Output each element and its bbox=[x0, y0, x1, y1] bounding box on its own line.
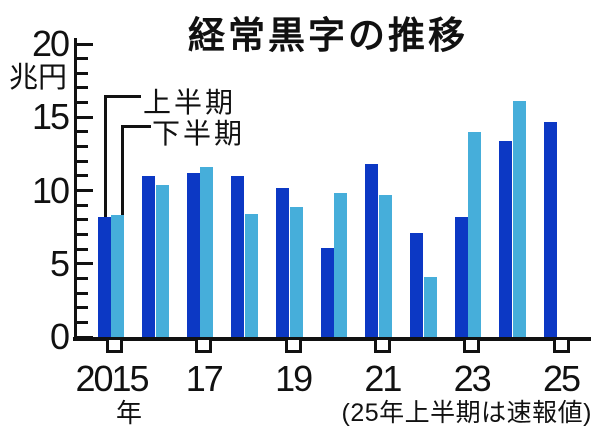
y-axis-unit-label: 兆円 bbox=[8, 62, 67, 94]
y-axis-label-20: 20 bbox=[31, 23, 70, 64]
y-tick-12 bbox=[77, 159, 88, 163]
x-axis-label-2019: 19 bbox=[275, 358, 313, 399]
y-tick-14 bbox=[77, 130, 88, 134]
bar-2019-h2 bbox=[289, 206, 303, 337]
bar-2018-h2 bbox=[244, 213, 258, 337]
y-tick-8 bbox=[77, 218, 88, 222]
x-axis-label-2025: 25 bbox=[542, 358, 581, 399]
legend-first-half-connector-horizontal bbox=[104, 95, 141, 98]
y-tick-20 bbox=[77, 42, 93, 46]
y-tick-0 bbox=[77, 335, 93, 339]
y-axis-label-5: 5 bbox=[49, 242, 70, 284]
y-tick-1 bbox=[77, 320, 88, 324]
x-tick-2021 bbox=[373, 340, 391, 353]
legend-second-half-connector-horizontal bbox=[121, 125, 151, 128]
bar-2021-h1 bbox=[365, 164, 379, 337]
x-axis-year-suffix: 年 bbox=[116, 398, 143, 428]
bar-2022-h1 bbox=[410, 232, 424, 337]
y-axis-label-0: 0 bbox=[49, 316, 70, 357]
y-axis-line bbox=[74, 38, 77, 341]
legend-first-half-label: 上半期 bbox=[143, 87, 237, 118]
x-tick-2019 bbox=[284, 340, 302, 353]
bar-2017-h1 bbox=[186, 172, 200, 337]
bar-2015-h2 bbox=[111, 215, 124, 337]
x-tick-2025 bbox=[552, 340, 570, 353]
y-tick-9 bbox=[77, 203, 88, 207]
y-tick-10 bbox=[77, 189, 93, 192]
bar-2021-h2 bbox=[378, 194, 392, 337]
y-tick-17 bbox=[77, 86, 88, 90]
y-axis-label-10: 10 bbox=[31, 169, 70, 211]
y-tick-4 bbox=[77, 276, 88, 280]
x-tick-2017 bbox=[195, 340, 213, 353]
y-tick-2 bbox=[77, 306, 88, 310]
legend-second-half-label: 下半期 bbox=[152, 118, 246, 149]
bar-2019-h1 bbox=[276, 187, 290, 337]
x-axis-label-2021: 21 bbox=[364, 358, 402, 399]
legend-second-half-connector-vertical bbox=[121, 125, 124, 215]
bar-2023-h1 bbox=[454, 216, 468, 337]
bar-2016-h2 bbox=[155, 184, 169, 337]
y-tick-5 bbox=[77, 262, 93, 266]
y-tick-7 bbox=[77, 232, 88, 236]
footnote: (25年上半期は速報値) bbox=[341, 399, 592, 427]
y-tick-19 bbox=[77, 57, 88, 61]
y-tick-16 bbox=[77, 101, 88, 105]
bar-2017-h2 bbox=[200, 167, 214, 337]
page-title: 経常黒字の推移 bbox=[188, 15, 468, 56]
bar-2015-h1 bbox=[97, 216, 111, 337]
bar-2024-h2 bbox=[512, 101, 526, 337]
x-axis-line bbox=[73, 337, 591, 341]
bar-2020-h2 bbox=[334, 193, 348, 337]
bar-2020-h1 bbox=[320, 247, 334, 337]
y-tick-11 bbox=[77, 174, 88, 178]
x-axis-label-2023: 23 bbox=[453, 358, 492, 399]
bar-2024-h1 bbox=[499, 140, 513, 337]
x-tick-2023 bbox=[463, 340, 481, 353]
bar-2018-h1 bbox=[231, 175, 245, 337]
y-tick-3 bbox=[77, 291, 88, 295]
x-tick-2015 bbox=[106, 340, 123, 353]
bar-2023-h2 bbox=[468, 131, 482, 337]
bar-2025-h1 bbox=[544, 121, 557, 337]
x-axis-label-2017: 17 bbox=[185, 358, 224, 399]
y-tick-18 bbox=[77, 71, 88, 75]
y-axis-label-15: 15 bbox=[31, 96, 70, 138]
bar-2022-h2 bbox=[423, 276, 437, 337]
y-tick-13 bbox=[77, 145, 88, 149]
bar-2016-h1 bbox=[142, 175, 156, 337]
y-tick-6 bbox=[77, 247, 88, 251]
x-axis-label-2015: 2015 bbox=[75, 358, 149, 399]
legend-first-half-connector-vertical bbox=[104, 95, 107, 217]
y-tick-15 bbox=[77, 115, 93, 119]
